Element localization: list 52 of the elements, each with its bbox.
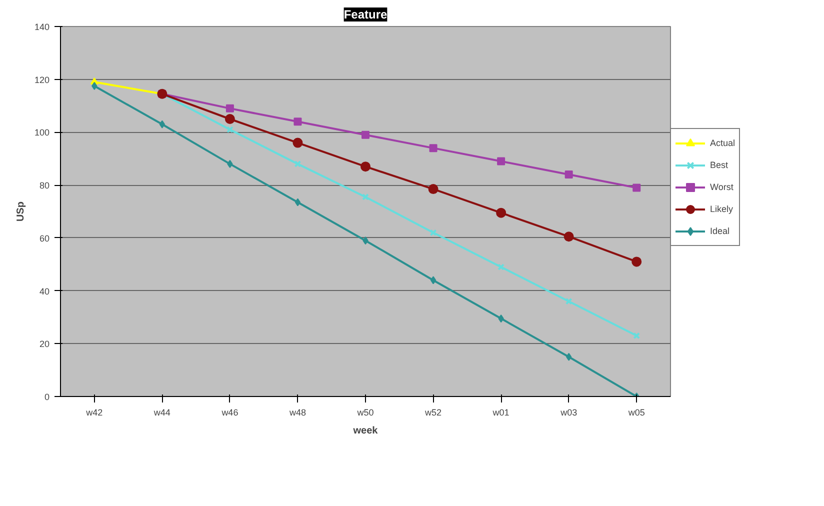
- x-tick-label: w50: [356, 408, 374, 418]
- x-axis-title: week: [352, 426, 378, 436]
- point: [159, 120, 165, 128]
- y-axis-title: USp: [15, 202, 26, 222]
- legend-label: Ideal: [710, 226, 730, 236]
- point: [294, 198, 301, 206]
- y-tick-label: 100: [34, 128, 50, 138]
- x-tick-label: w05: [627, 408, 645, 418]
- y-tick-label: 140: [34, 22, 50, 32]
- x-tick-label: w01: [492, 408, 510, 418]
- y-tick-label: 20: [39, 339, 50, 350]
- point: [430, 229, 437, 236]
- x-tick-label: w44: [152, 408, 170, 418]
- point: [294, 118, 302, 126]
- point: [564, 170, 573, 178]
- point: [360, 162, 370, 172]
- legend-label: Best: [710, 160, 730, 170]
- chart-title: Feature: [344, 8, 388, 22]
- x-tick-label: w52: [424, 408, 442, 418]
- point: [227, 160, 233, 168]
- legend-label: Likely: [710, 204, 734, 214]
- y-tick-label: 40: [39, 286, 50, 296]
- y-tick-label: 60: [39, 233, 50, 244]
- y-tick-label: 0: [44, 392, 50, 402]
- point: [565, 298, 572, 305]
- point: [224, 114, 235, 124]
- point: [498, 264, 505, 270]
- point: [498, 314, 504, 323]
- legend-label: Actual: [710, 138, 736, 148]
- point: [430, 276, 436, 284]
- x-tick-label: w46: [220, 408, 238, 418]
- point: [566, 352, 572, 361]
- point: [496, 208, 506, 218]
- point: [497, 157, 506, 166]
- point: [632, 184, 641, 192]
- y-tick-label: 80: [39, 180, 50, 191]
- y-tick-label: 120: [34, 74, 50, 85]
- point: [294, 160, 302, 168]
- x-tick-label: w03: [560, 408, 578, 418]
- point: [292, 138, 303, 148]
- point: [428, 184, 438, 194]
- point: [429, 144, 438, 152]
- point: [632, 256, 642, 267]
- point: [362, 130, 370, 139]
- point: [362, 193, 369, 200]
- x-tick-label: w48: [288, 408, 306, 418]
- point: [226, 126, 234, 134]
- point: [564, 232, 574, 242]
- point: [226, 104, 234, 112]
- x-tick-label: w42: [85, 408, 103, 418]
- point: [362, 236, 368, 245]
- legend-label: Worst: [710, 182, 734, 192]
